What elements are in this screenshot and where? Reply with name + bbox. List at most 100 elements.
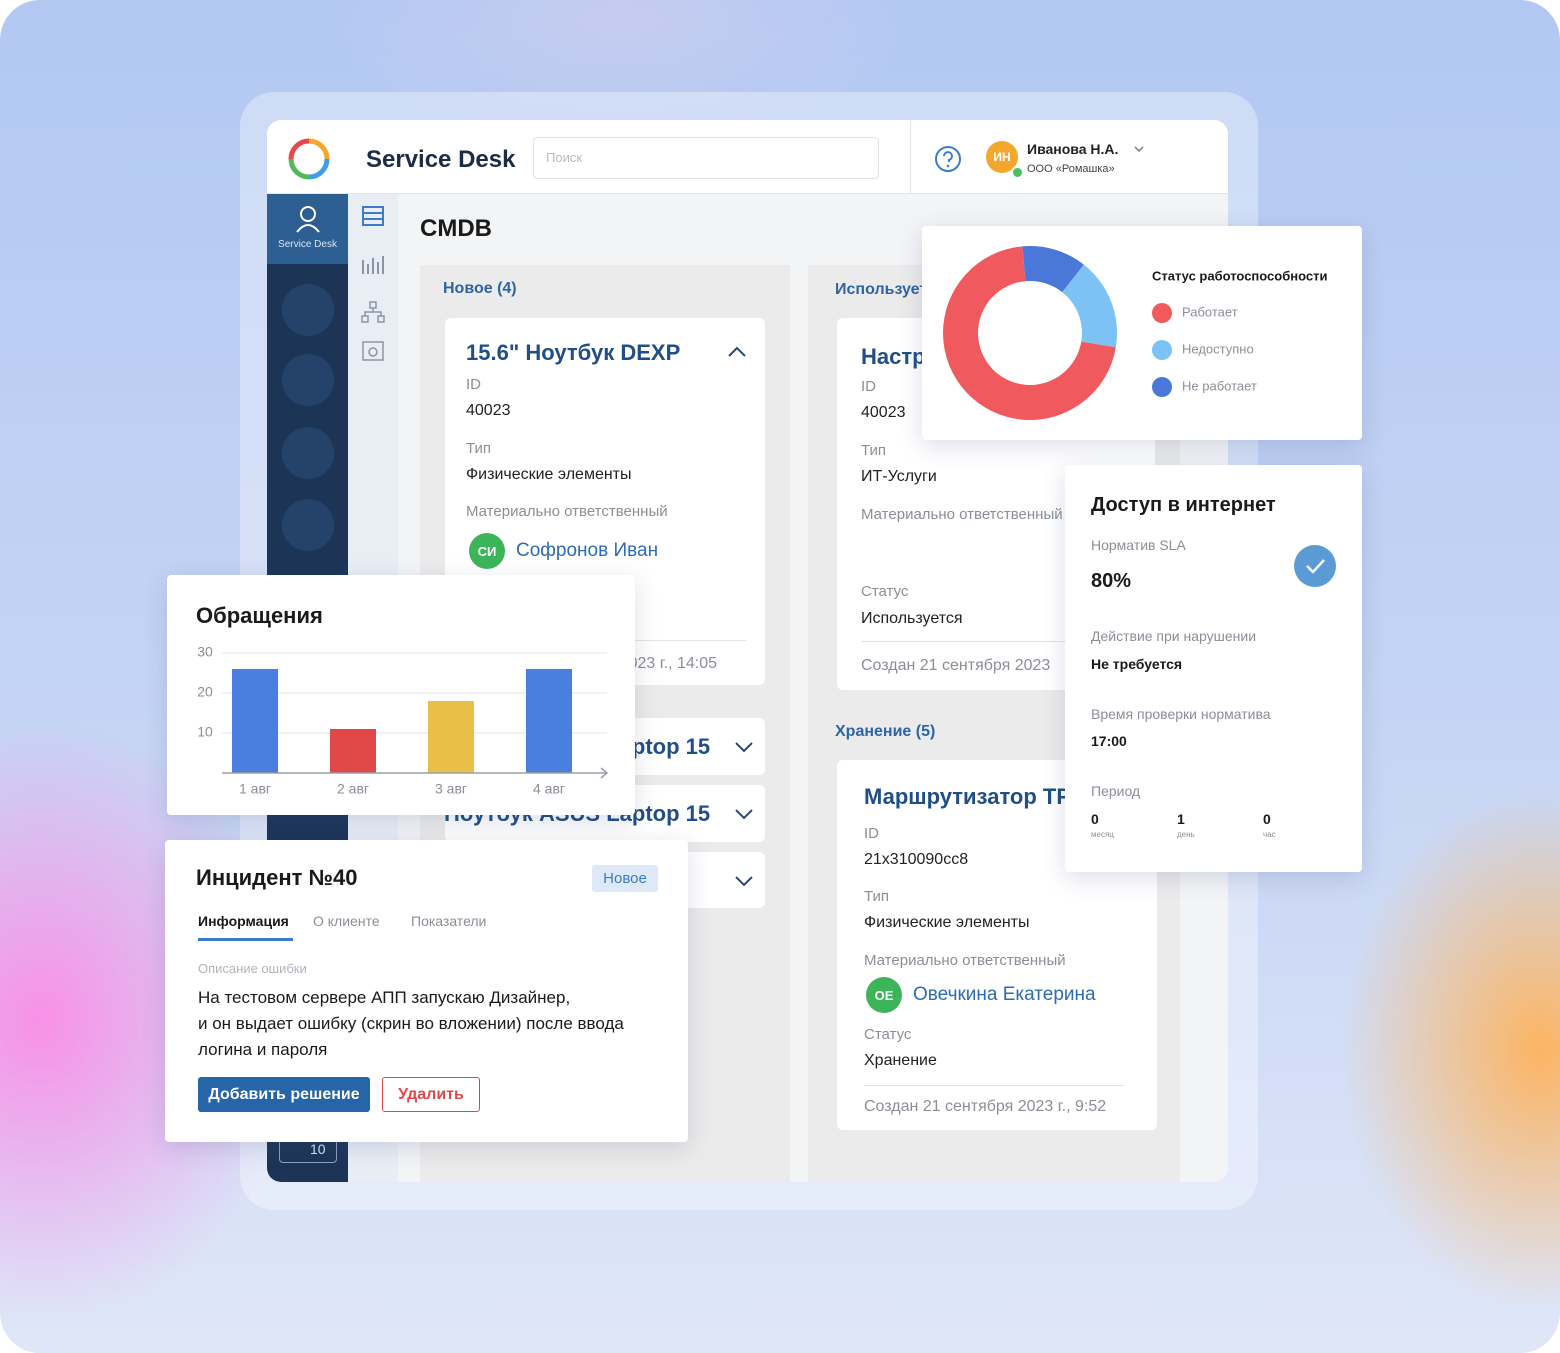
badge-count: 10: [310, 1141, 326, 1157]
sidebar-item[interactable]: [282, 284, 334, 336]
tab-underline: [198, 938, 293, 941]
field-value: ИТ-Услуги: [861, 468, 937, 485]
owner-avatar: ОЕ: [866, 977, 902, 1013]
owner-initials: ОЕ: [874, 987, 894, 1003]
field-label: Тип: [861, 442, 887, 459]
logo: [288, 138, 330, 180]
help-icon[interactable]: [934, 145, 962, 173]
button-label: Удалить: [398, 1086, 464, 1103]
user-name: Иванова Н.А.: [1027, 141, 1119, 157]
expand-icon[interactable]: [734, 740, 754, 754]
delete-button[interactable]: Удалить: [382, 1077, 480, 1112]
tab[interactable]: О клиенте: [313, 913, 380, 929]
field-label: Период: [1091, 783, 1141, 799]
card-title: 15.6" Ноутбук DEXP: [466, 340, 681, 365]
status-text: Новое: [603, 870, 647, 887]
sidebar-active[interactable]: Service Desk: [267, 194, 348, 264]
requests-card: Обращения 10 20 30 1 авг 2 авг 3 авг 4 авг: [167, 575, 635, 815]
divider: [910, 120, 911, 193]
owner-avatar: СИ: [469, 533, 505, 569]
field-label: ID: [864, 825, 879, 842]
field-value: Используется: [861, 610, 963, 627]
x-tick-label: 4 авг: [533, 781, 565, 797]
slice: [943, 246, 1116, 420]
agent-icon: [296, 206, 320, 233]
field-value: 17:00: [1091, 733, 1127, 749]
sidebar-item[interactable]: [282, 427, 334, 479]
owner-name[interactable]: Овечкина Екатерина: [913, 984, 1096, 1005]
created: Создан 21 сентября 2023 г., 9:52: [864, 1098, 1107, 1115]
sidebar-item[interactable]: [282, 354, 334, 406]
sidebar-label: Service Desk: [278, 239, 337, 250]
button-label: Добавить решение: [208, 1086, 360, 1103]
x-tick-label: 2 авг: [337, 781, 369, 797]
divider: [864, 1085, 1124, 1086]
description-line: и он выдает ошибку (скрин во вложении) п…: [198, 1014, 624, 1033]
field-value: 40023: [861, 404, 906, 421]
column-label: Хранение (5): [835, 723, 936, 740]
chevron[interactable]: [1133, 144, 1145, 154]
field-label: ID: [466, 376, 481, 393]
bar: [428, 701, 474, 773]
user-initials: ИН: [993, 150, 1011, 164]
chart-title: Обращения: [196, 603, 323, 628]
y-tick-label: 20: [197, 684, 213, 700]
add-solution-button[interactable]: Добавить решение: [198, 1077, 370, 1112]
tab[interactable]: Информация: [198, 913, 289, 929]
field-value: 40023: [466, 402, 511, 419]
axis-arrow: [600, 767, 609, 779]
description-line: На тестовом сервере АПП запускаю Дизайне…: [198, 988, 571, 1007]
expand-icon[interactable]: [734, 807, 754, 821]
created: Создан 21 сентября 2023: [861, 657, 1051, 674]
legend-swatch: [1152, 340, 1172, 360]
sla-title: Доступ в интернет: [1091, 494, 1276, 516]
sla-card: [1065, 465, 1362, 872]
bar: [232, 669, 278, 773]
field-label: ID: [861, 378, 876, 395]
field-label: Норматив SLA: [1091, 537, 1186, 553]
field-label: Статус: [861, 583, 909, 600]
field-label: Действие при нарушении: [1091, 628, 1257, 644]
check-icon: [1294, 545, 1336, 587]
field-label: Материально ответственный: [864, 952, 1066, 969]
search-box[interactable]: Поиск: [533, 137, 879, 179]
search-placeholder: Поиск: [546, 150, 583, 165]
sub-sidebar-icons[interactable]: [360, 204, 388, 404]
period-value: 0: [1091, 811, 1099, 827]
description-line: логина и пароля: [198, 1040, 328, 1059]
period-unit: час: [1263, 830, 1276, 839]
x-tick-label: 1 авг: [239, 781, 271, 797]
field-label: Материально ответственный: [861, 506, 1063, 523]
collapse-icon[interactable]: [727, 345, 747, 359]
period-value: 1: [1177, 811, 1185, 827]
field-value: Не требуется: [1091, 656, 1183, 672]
page-title: CMDB: [420, 215, 492, 242]
column-label: Используется: [835, 281, 946, 298]
incident-title: Инцидент №40: [196, 865, 358, 890]
period-unit: месяц: [1091, 830, 1114, 839]
expand-icon[interactable]: [734, 874, 754, 888]
field-label: Описание ошибки: [198, 961, 307, 976]
legend-swatch: [1152, 377, 1172, 397]
sidebar-item[interactable]: [282, 499, 334, 551]
field-value: Физические элементы: [864, 914, 1030, 931]
field-value: Физические элементы: [466, 466, 632, 483]
bar: [330, 729, 376, 773]
status-badge: Новое: [592, 865, 658, 892]
tab[interactable]: Показатели: [411, 913, 487, 929]
card-title: Настр: [861, 344, 926, 369]
owner-initials: СИ: [477, 543, 497, 559]
legend-title: Статус работоспособности: [1152, 268, 1327, 283]
status-card: Статус работоспособности Работает Недоступ…: [922, 226, 1362, 440]
legend-label: Не работает: [1182, 378, 1257, 393]
field-value: 21x310090cc8: [864, 851, 969, 868]
legend-swatch: [1152, 303, 1172, 323]
field-label: Время проверки норматива: [1091, 706, 1271, 722]
divider: [861, 641, 1141, 642]
owner-name[interactable]: Софронов Иван: [516, 540, 659, 561]
x-tick-label: 3 авг: [435, 781, 467, 797]
period-unit: день: [1177, 830, 1195, 839]
y-tick-label: 10: [197, 724, 213, 740]
field-label: Тип: [864, 888, 890, 905]
